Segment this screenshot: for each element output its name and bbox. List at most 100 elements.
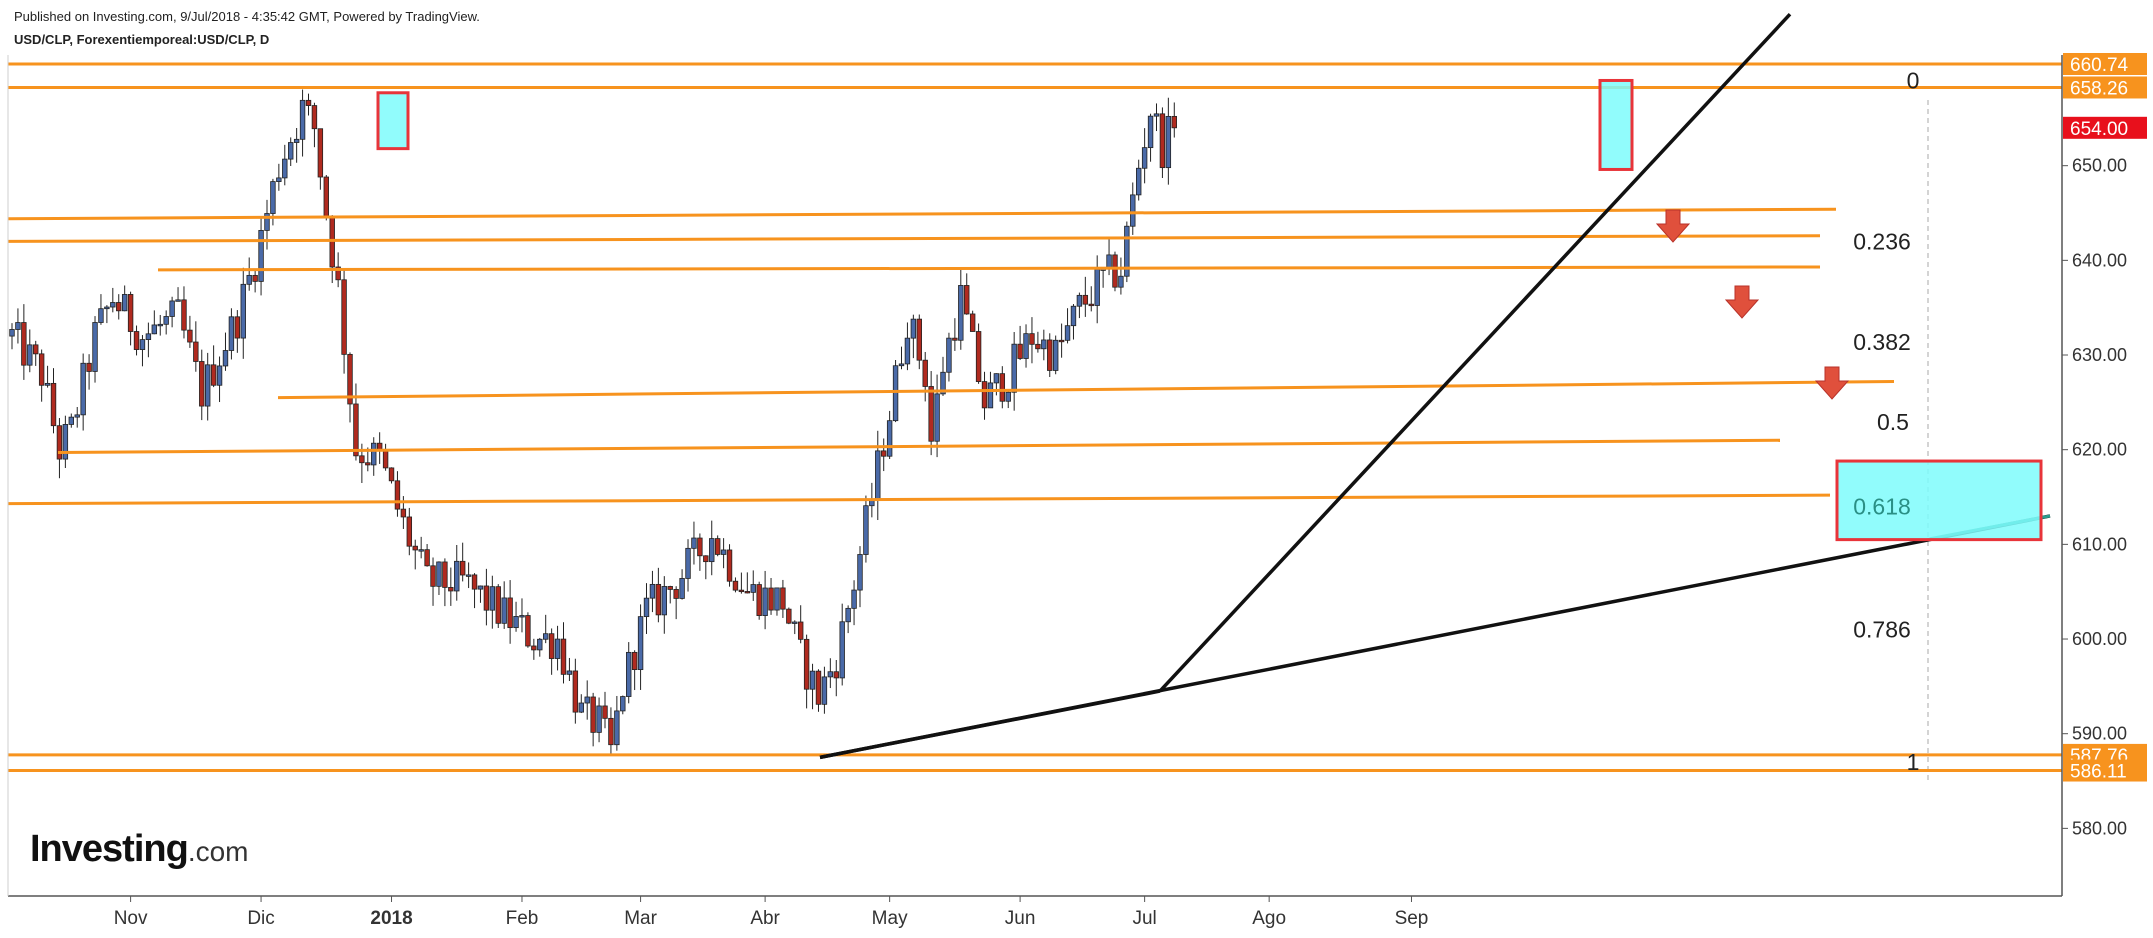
candle-body bbox=[857, 554, 863, 591]
candle-body bbox=[786, 608, 792, 624]
candle-body bbox=[240, 283, 246, 339]
candle-body bbox=[288, 142, 294, 160]
candle-body bbox=[74, 414, 80, 418]
candle-body bbox=[1070, 305, 1077, 327]
candle-body bbox=[424, 549, 430, 567]
candle-body bbox=[572, 670, 579, 713]
candle-body bbox=[406, 516, 413, 547]
candle-body bbox=[1058, 339, 1065, 343]
candle-body bbox=[400, 508, 407, 518]
candle-body bbox=[803, 638, 810, 690]
highlight-box bbox=[1598, 78, 1634, 171]
trend-line-upper bbox=[1158, 13, 1792, 693]
candle-body bbox=[756, 584, 762, 616]
price-badge bbox=[2063, 76, 2147, 99]
candle-body bbox=[382, 449, 389, 469]
candle-body bbox=[560, 638, 567, 675]
candle-body bbox=[98, 308, 104, 323]
candle-body bbox=[531, 645, 537, 651]
candle-body bbox=[293, 138, 300, 143]
candle-body bbox=[833, 671, 839, 679]
candle-body bbox=[412, 545, 418, 551]
candle-body bbox=[821, 676, 828, 705]
candle-body bbox=[133, 331, 140, 350]
candle-body bbox=[116, 302, 122, 312]
candle-body bbox=[881, 450, 887, 457]
candle-body bbox=[1171, 115, 1177, 129]
candle-body bbox=[347, 353, 353, 405]
candle-body bbox=[1118, 275, 1124, 288]
y-tick-label: 600.00 bbox=[2072, 629, 2127, 649]
candle-body bbox=[454, 560, 460, 592]
candle-body bbox=[525, 615, 531, 647]
candle-body bbox=[1064, 325, 1071, 341]
candle-body bbox=[637, 616, 644, 671]
candle-body bbox=[204, 364, 211, 407]
candle-body bbox=[252, 274, 258, 282]
candle-body bbox=[875, 450, 881, 501]
down-arrow-icon bbox=[1814, 366, 1850, 400]
candle-body bbox=[851, 589, 857, 609]
candle-body bbox=[720, 549, 727, 555]
candle-body bbox=[359, 455, 365, 464]
price-badge-label: 658.26 bbox=[2070, 78, 2128, 99]
candle-body bbox=[21, 322, 27, 366]
support-line bbox=[7, 234, 1821, 243]
candle-body bbox=[376, 442, 383, 450]
candle-body bbox=[768, 587, 774, 611]
publish-info: Published on Investing.com, 9/Jul/2018 -… bbox=[14, 9, 480, 24]
candle-body bbox=[169, 300, 175, 317]
candle-body bbox=[904, 337, 911, 365]
candle-body bbox=[216, 365, 223, 386]
candle-body bbox=[157, 323, 163, 327]
candle-body bbox=[459, 560, 466, 576]
candle-body bbox=[661, 586, 667, 616]
candle-body bbox=[1112, 254, 1118, 288]
candle-body bbox=[643, 597, 650, 618]
candle-body bbox=[121, 294, 128, 312]
support-line bbox=[157, 265, 1821, 272]
candle-body bbox=[86, 362, 92, 372]
down-arrow-2 bbox=[1724, 285, 1760, 319]
down-arrow-icon bbox=[1655, 209, 1691, 243]
candle-body bbox=[317, 128, 324, 178]
fib-level-label: 0.382 bbox=[1853, 329, 1911, 355]
candle-body bbox=[975, 331, 982, 382]
candle-body bbox=[886, 420, 893, 457]
candle-body bbox=[987, 382, 994, 409]
candle-body bbox=[163, 316, 169, 325]
candle-body bbox=[335, 266, 341, 281]
candle-body bbox=[934, 393, 940, 442]
candle-body bbox=[489, 586, 496, 611]
candle-body bbox=[210, 364, 217, 386]
candle-body bbox=[537, 638, 543, 651]
candle-body bbox=[234, 316, 241, 339]
candle-body bbox=[1005, 391, 1011, 402]
candle-body bbox=[1052, 339, 1059, 371]
candle-body bbox=[1153, 113, 1160, 117]
y-tick-label: 580.00 bbox=[2072, 818, 2127, 838]
candle-body bbox=[27, 344, 33, 366]
fib-level-label: 0.618 bbox=[1853, 493, 1911, 519]
candle-body bbox=[33, 344, 39, 355]
price-badge-label: 654.00 bbox=[2070, 119, 2128, 140]
candle-body bbox=[246, 274, 252, 285]
candle-body bbox=[596, 705, 602, 733]
candle-body bbox=[566, 670, 573, 675]
candle-body bbox=[329, 217, 335, 268]
candle-body bbox=[258, 230, 264, 282]
candle-body bbox=[38, 353, 45, 386]
candle-body bbox=[608, 717, 614, 746]
candle-body bbox=[543, 633, 549, 640]
candle-body bbox=[732, 580, 739, 591]
y-tick-label: 650.00 bbox=[2072, 156, 2127, 176]
candle-body bbox=[916, 318, 922, 361]
fib-level-label: 0 bbox=[1907, 67, 1920, 93]
candle-body bbox=[1047, 339, 1053, 371]
candle-body bbox=[371, 442, 377, 466]
candle-body bbox=[442, 561, 448, 588]
candle-body bbox=[222, 350, 229, 367]
candle-body bbox=[1023, 333, 1029, 359]
candle-body bbox=[501, 597, 507, 624]
candle-body bbox=[127, 294, 134, 332]
